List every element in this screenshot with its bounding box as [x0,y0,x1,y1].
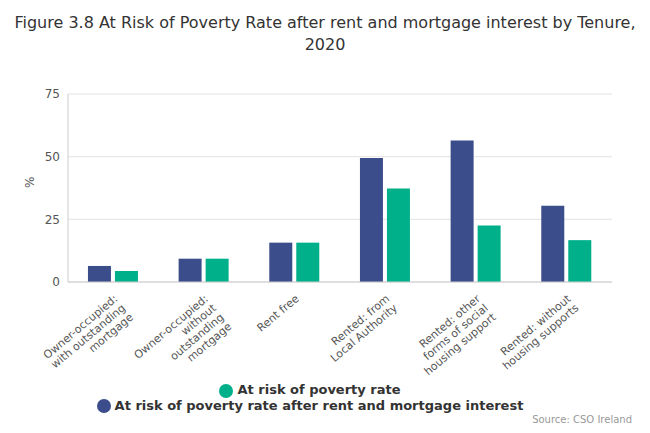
svg-text:Owner-occupied:withoutoutstand: Owner-occupied:withoutoutstandingmortgag… [132,292,235,390]
svg-text:Rented: withouthousing support: Rented: withouthousing supports [493,292,582,373]
svg-text:%: % [23,177,37,188]
svg-text:25: 25 [45,213,60,227]
svg-text:Owner-occupied:with outstandin: Owner-occupied:with outstandingmortgage [41,292,136,380]
html-text:Figure 3.8 At Risk of Poverty: Figure 3.8 At Risk of Poverty Rate after… [14,13,636,54]
svg-text:0: 0 [52,275,60,289]
svg-text:50: 50 [45,150,60,164]
html-text:At risk of poverty rate: At risk of poverty rate [237,382,401,397]
html-text:Source: CSO Ireland: Source: CSO Ireland [532,414,632,425]
html-text:At risk of poverty rate after: At risk of poverty rate after rent and m… [114,397,524,413]
svg-text:Rented: otherforms of socialho: Rented: otherforms of socialhousing supp… [406,292,499,378]
svg-text:Rented: fromLocal Authority: Rented: fromLocal Authority [320,292,400,365]
svg-text:Rent free: Rent free [255,292,302,334]
svg-text:75: 75 [45,87,60,101]
